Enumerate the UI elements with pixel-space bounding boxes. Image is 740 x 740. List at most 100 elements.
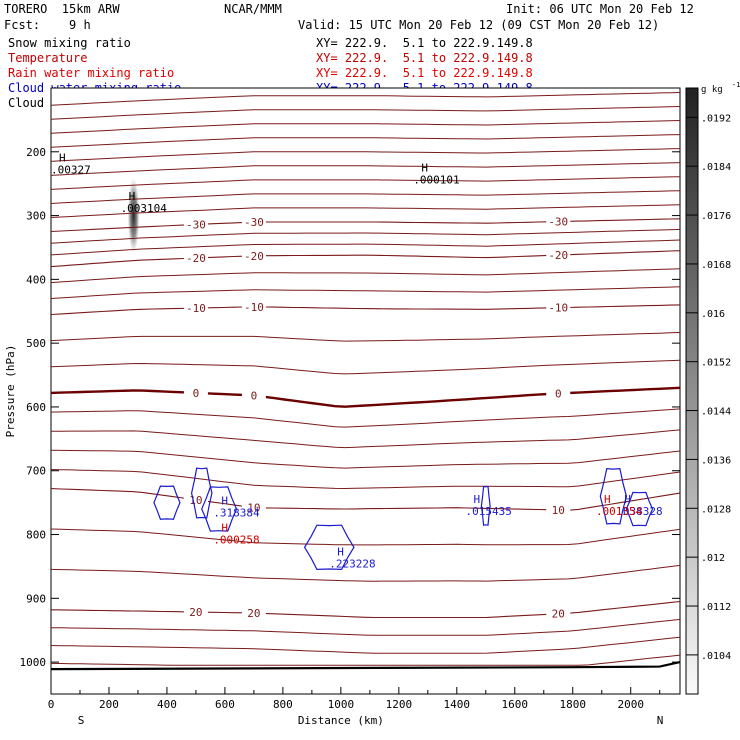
- cloud-water-max-value: .038328: [616, 505, 662, 518]
- isotherm: [50, 120, 681, 134]
- rain-max-marker: H: [221, 522, 228, 535]
- isotherm-label-bg: [241, 215, 266, 228]
- isotherm: [50, 564, 681, 582]
- isotherm: [50, 449, 681, 469]
- rain-max-value: .000258: [213, 534, 259, 547]
- ice-max-marker: H: [421, 161, 428, 174]
- x-tick-label: 600: [215, 698, 235, 711]
- colorbar-tick-label: .0136: [701, 455, 731, 466]
- isotherm: [50, 654, 681, 666]
- y-axis-label: Pressure (hPa): [4, 345, 17, 438]
- colorbar-tick-label: .0176: [701, 211, 731, 222]
- x-tick-label: 1400: [444, 698, 471, 711]
- isotherm-label-bg: [241, 606, 266, 619]
- y-tick-label: 600: [26, 401, 46, 414]
- isotherm-label: -30: [548, 216, 568, 229]
- isotherm-label: 20: [189, 606, 202, 619]
- y-tick-label: 700: [26, 465, 46, 478]
- x-tick-label: 1600: [502, 698, 529, 711]
- isotherm-label-bg: [183, 493, 208, 506]
- y-tick-label: 300: [26, 210, 46, 223]
- legend-snow-label: Snow mixing ratio: [8, 36, 131, 50]
- isotherm-label-bg: [546, 387, 571, 400]
- isotherm: [50, 636, 681, 654]
- plot-area: [50, 87, 681, 695]
- isotherm-label: 10: [552, 504, 565, 517]
- isotherm-0: [50, 386, 681, 408]
- isotherm-label: 20: [552, 608, 565, 621]
- x-axis-right-end: N: [657, 714, 664, 727]
- cloud-water-max-marker: H: [221, 494, 228, 507]
- colorbar-tick-label: .012: [701, 553, 725, 564]
- colorbar-tick-label: .0168: [701, 260, 731, 271]
- rain-max-marker: H: [604, 493, 611, 506]
- x-tick-label: 800: [273, 698, 293, 711]
- colorbar-tick-label: .0192: [701, 113, 731, 124]
- isotherm: [50, 176, 681, 190]
- y-tick-label: 900: [26, 592, 46, 605]
- cloud-water-contour: [625, 491, 654, 527]
- init-time: Init: 06 UTC Mon 20 Feb 12: [506, 2, 694, 16]
- legend-temperature-xy: XY= 222.9. 5.1 to 222.9.149.8: [316, 51, 533, 65]
- isotherm: [50, 204, 681, 218]
- isotherm: [50, 239, 681, 256]
- isotherm-label: -30: [186, 219, 206, 232]
- colorbar-unit-exponent: -1: [732, 81, 740, 89]
- y-tick-label: 400: [26, 273, 46, 286]
- snow-max-marker: H: [129, 190, 136, 203]
- isotherm-label: 10: [189, 494, 202, 507]
- x-tick-label: 400: [157, 698, 177, 711]
- isotherm-label-bg: [546, 249, 571, 262]
- colorbar-tick-label: .0152: [701, 358, 731, 369]
- isotherm--20: [50, 250, 681, 268]
- x-tick-label: 200: [99, 698, 119, 711]
- isotherm-label-bg: [546, 607, 571, 620]
- isotherm-label-bg: [183, 606, 208, 619]
- isotherm-10: [50, 488, 681, 511]
- colorbar: [685, 87, 699, 695]
- x-tick-label: 1800: [560, 698, 587, 711]
- isotherm-label: -10: [244, 301, 264, 314]
- legend-cloud-ice-xy: XY= 222.9. 5.1 to 222.9.149.8: [316, 96, 533, 110]
- cloud-water-max-value: .318384: [213, 506, 260, 519]
- isotherm-label-bg: [241, 389, 266, 402]
- y-tick-label: 200: [26, 146, 46, 159]
- isotherm: [50, 286, 681, 299]
- legend-temperature-label: Temperature: [8, 51, 88, 65]
- colorbar-tick-label: .016: [701, 309, 725, 320]
- isotherm-label-bg: [183, 302, 208, 315]
- cloud-water-contour: [599, 467, 628, 525]
- isotherm-label-bg: [183, 218, 208, 231]
- isotherm: [50, 332, 681, 342]
- snow-shading: [127, 177, 140, 254]
- isotherm: [51, 429, 681, 449]
- cloud-water-max-value: .223228: [329, 557, 375, 570]
- x-tick-label: 1000: [328, 698, 355, 711]
- isotherm-label: -30: [244, 216, 264, 229]
- isotherm-label: 10: [247, 502, 260, 515]
- colorbar-tick-label: .0128: [701, 504, 731, 515]
- isotherm-label: -20: [186, 252, 206, 265]
- isotherm: [50, 528, 681, 546]
- isotherm-label-bg: [546, 215, 571, 228]
- ice-max-marker: H: [59, 152, 66, 165]
- rain-max-value: .001354: [596, 505, 643, 518]
- isotherm-label: 0: [555, 388, 562, 401]
- legend-rain-label: Rain water mixing ratio: [8, 66, 175, 80]
- colorbar-tick-label: .0144: [701, 407, 731, 418]
- isotherm: [50, 469, 681, 490]
- forecast-hour: Fcst: 9 h: [4, 18, 91, 32]
- isotherm: [50, 228, 681, 244]
- isotherm--10: [50, 304, 681, 316]
- x-tick-label: 1200: [386, 698, 413, 711]
- ground-line: [50, 661, 681, 671]
- isotherm-label-bg: [241, 300, 266, 313]
- colorbar-tick-label: .0104: [701, 651, 731, 662]
- isotherm: [50, 134, 681, 148]
- center-title: NCAR/MMM: [224, 2, 282, 16]
- valid-time: Valid: 15 UTC Mon 20 Feb 12 (09 CST Mon …: [298, 18, 660, 32]
- y-tick-label: 500: [26, 337, 46, 350]
- isotherm: [50, 148, 681, 162]
- x-axis-left-end: S: [78, 714, 85, 727]
